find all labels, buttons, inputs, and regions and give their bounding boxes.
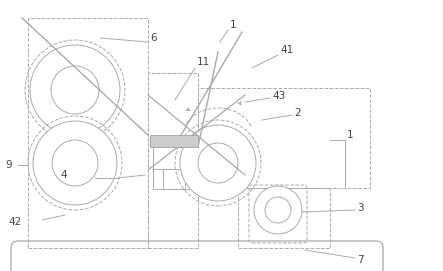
Circle shape [198, 143, 238, 183]
Circle shape [254, 186, 302, 234]
Circle shape [30, 45, 120, 135]
Text: 1: 1 [230, 20, 237, 30]
Circle shape [51, 66, 99, 114]
Circle shape [33, 121, 117, 205]
Text: 41: 41 [280, 45, 293, 55]
Bar [238, 188, 330, 248]
Text: 42: 42 [8, 217, 21, 227]
Bar [28, 18, 148, 248]
Text: 6: 6 [150, 33, 157, 43]
Text: 43: 43 [272, 91, 285, 101]
Circle shape [265, 197, 291, 223]
Text: 2: 2 [294, 108, 301, 118]
Bar [153, 147, 195, 189]
Circle shape [52, 140, 98, 186]
Bar [198, 88, 370, 188]
Text: 9: 9 [5, 160, 12, 170]
Bar [148, 73, 198, 248]
Text: 4: 4 [60, 170, 66, 180]
Circle shape [180, 125, 256, 201]
Text: 1: 1 [347, 130, 354, 140]
Text: 11: 11 [197, 57, 210, 67]
Text: 3: 3 [357, 203, 364, 213]
Bar [150, 135, 198, 147]
Text: 7: 7 [357, 255, 364, 265]
